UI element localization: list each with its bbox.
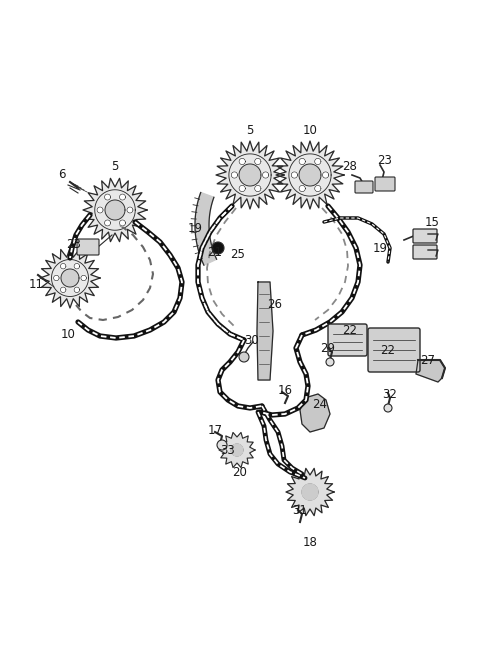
Circle shape [60,264,66,269]
Text: 22: 22 [343,323,358,337]
Circle shape [231,172,238,178]
FancyBboxPatch shape [413,229,437,243]
Circle shape [384,404,392,412]
Text: 10: 10 [302,125,317,138]
Text: 33: 33 [221,443,235,457]
Circle shape [54,276,59,281]
Text: 20: 20 [233,466,247,478]
Polygon shape [416,360,445,382]
Circle shape [315,158,321,165]
Text: 6: 6 [58,169,66,182]
Circle shape [127,207,133,213]
Text: 23: 23 [378,154,393,167]
Text: 30: 30 [245,333,259,346]
Polygon shape [286,468,334,516]
FancyBboxPatch shape [413,245,437,259]
Polygon shape [195,192,216,265]
Text: 28: 28 [343,161,358,173]
Circle shape [105,194,110,200]
Circle shape [299,186,305,192]
Text: 27: 27 [420,354,435,367]
Circle shape [255,186,261,192]
Text: 19: 19 [372,241,387,255]
FancyBboxPatch shape [375,177,395,191]
Text: 16: 16 [277,384,292,396]
Polygon shape [300,394,330,432]
Polygon shape [239,164,261,186]
Text: 32: 32 [383,388,397,401]
Text: 22: 22 [381,344,396,356]
FancyBboxPatch shape [328,324,367,356]
FancyBboxPatch shape [355,181,373,193]
Polygon shape [302,484,318,500]
Polygon shape [216,141,284,209]
Circle shape [212,242,224,254]
Polygon shape [105,200,125,220]
Polygon shape [299,164,321,186]
Circle shape [120,220,125,226]
Circle shape [323,172,329,178]
Circle shape [97,207,103,213]
Text: 23: 23 [67,237,82,251]
Circle shape [291,172,298,178]
Text: 18: 18 [302,535,317,548]
Circle shape [239,186,245,192]
Text: 19: 19 [188,222,203,234]
Polygon shape [40,248,100,308]
Circle shape [239,352,249,362]
Circle shape [105,220,110,226]
Circle shape [74,264,80,269]
Polygon shape [83,178,147,241]
Circle shape [60,287,66,293]
Text: 17: 17 [207,424,223,436]
Text: 25: 25 [230,249,245,262]
Circle shape [239,158,245,165]
Polygon shape [257,282,273,380]
FancyBboxPatch shape [77,239,99,255]
Circle shape [81,276,86,281]
Text: 5: 5 [246,125,254,138]
Text: 15: 15 [425,216,439,228]
Circle shape [315,186,321,192]
Text: 31: 31 [293,504,307,516]
Text: 26: 26 [267,298,283,312]
Text: 21: 21 [207,245,223,258]
Circle shape [120,194,125,200]
Text: 11: 11 [28,277,44,291]
Circle shape [326,358,334,366]
FancyBboxPatch shape [368,328,420,372]
Circle shape [255,158,261,165]
Circle shape [263,172,269,178]
Polygon shape [231,444,243,456]
Circle shape [217,440,227,450]
Polygon shape [61,269,79,287]
Polygon shape [276,141,344,209]
Text: 29: 29 [321,342,336,354]
Polygon shape [219,432,255,468]
Text: 24: 24 [312,398,327,411]
Circle shape [74,287,80,293]
Text: 10: 10 [60,327,75,340]
Circle shape [299,158,305,165]
Text: 5: 5 [111,159,119,173]
